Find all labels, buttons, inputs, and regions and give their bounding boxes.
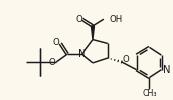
Text: N: N xyxy=(78,49,86,59)
Text: CH₃: CH₃ xyxy=(142,90,157,98)
Text: O: O xyxy=(49,58,56,67)
Text: O: O xyxy=(123,55,129,64)
Polygon shape xyxy=(92,26,94,40)
Text: O: O xyxy=(76,15,83,24)
Text: OH: OH xyxy=(110,15,123,24)
Text: N: N xyxy=(163,65,170,75)
Text: O: O xyxy=(53,38,60,47)
